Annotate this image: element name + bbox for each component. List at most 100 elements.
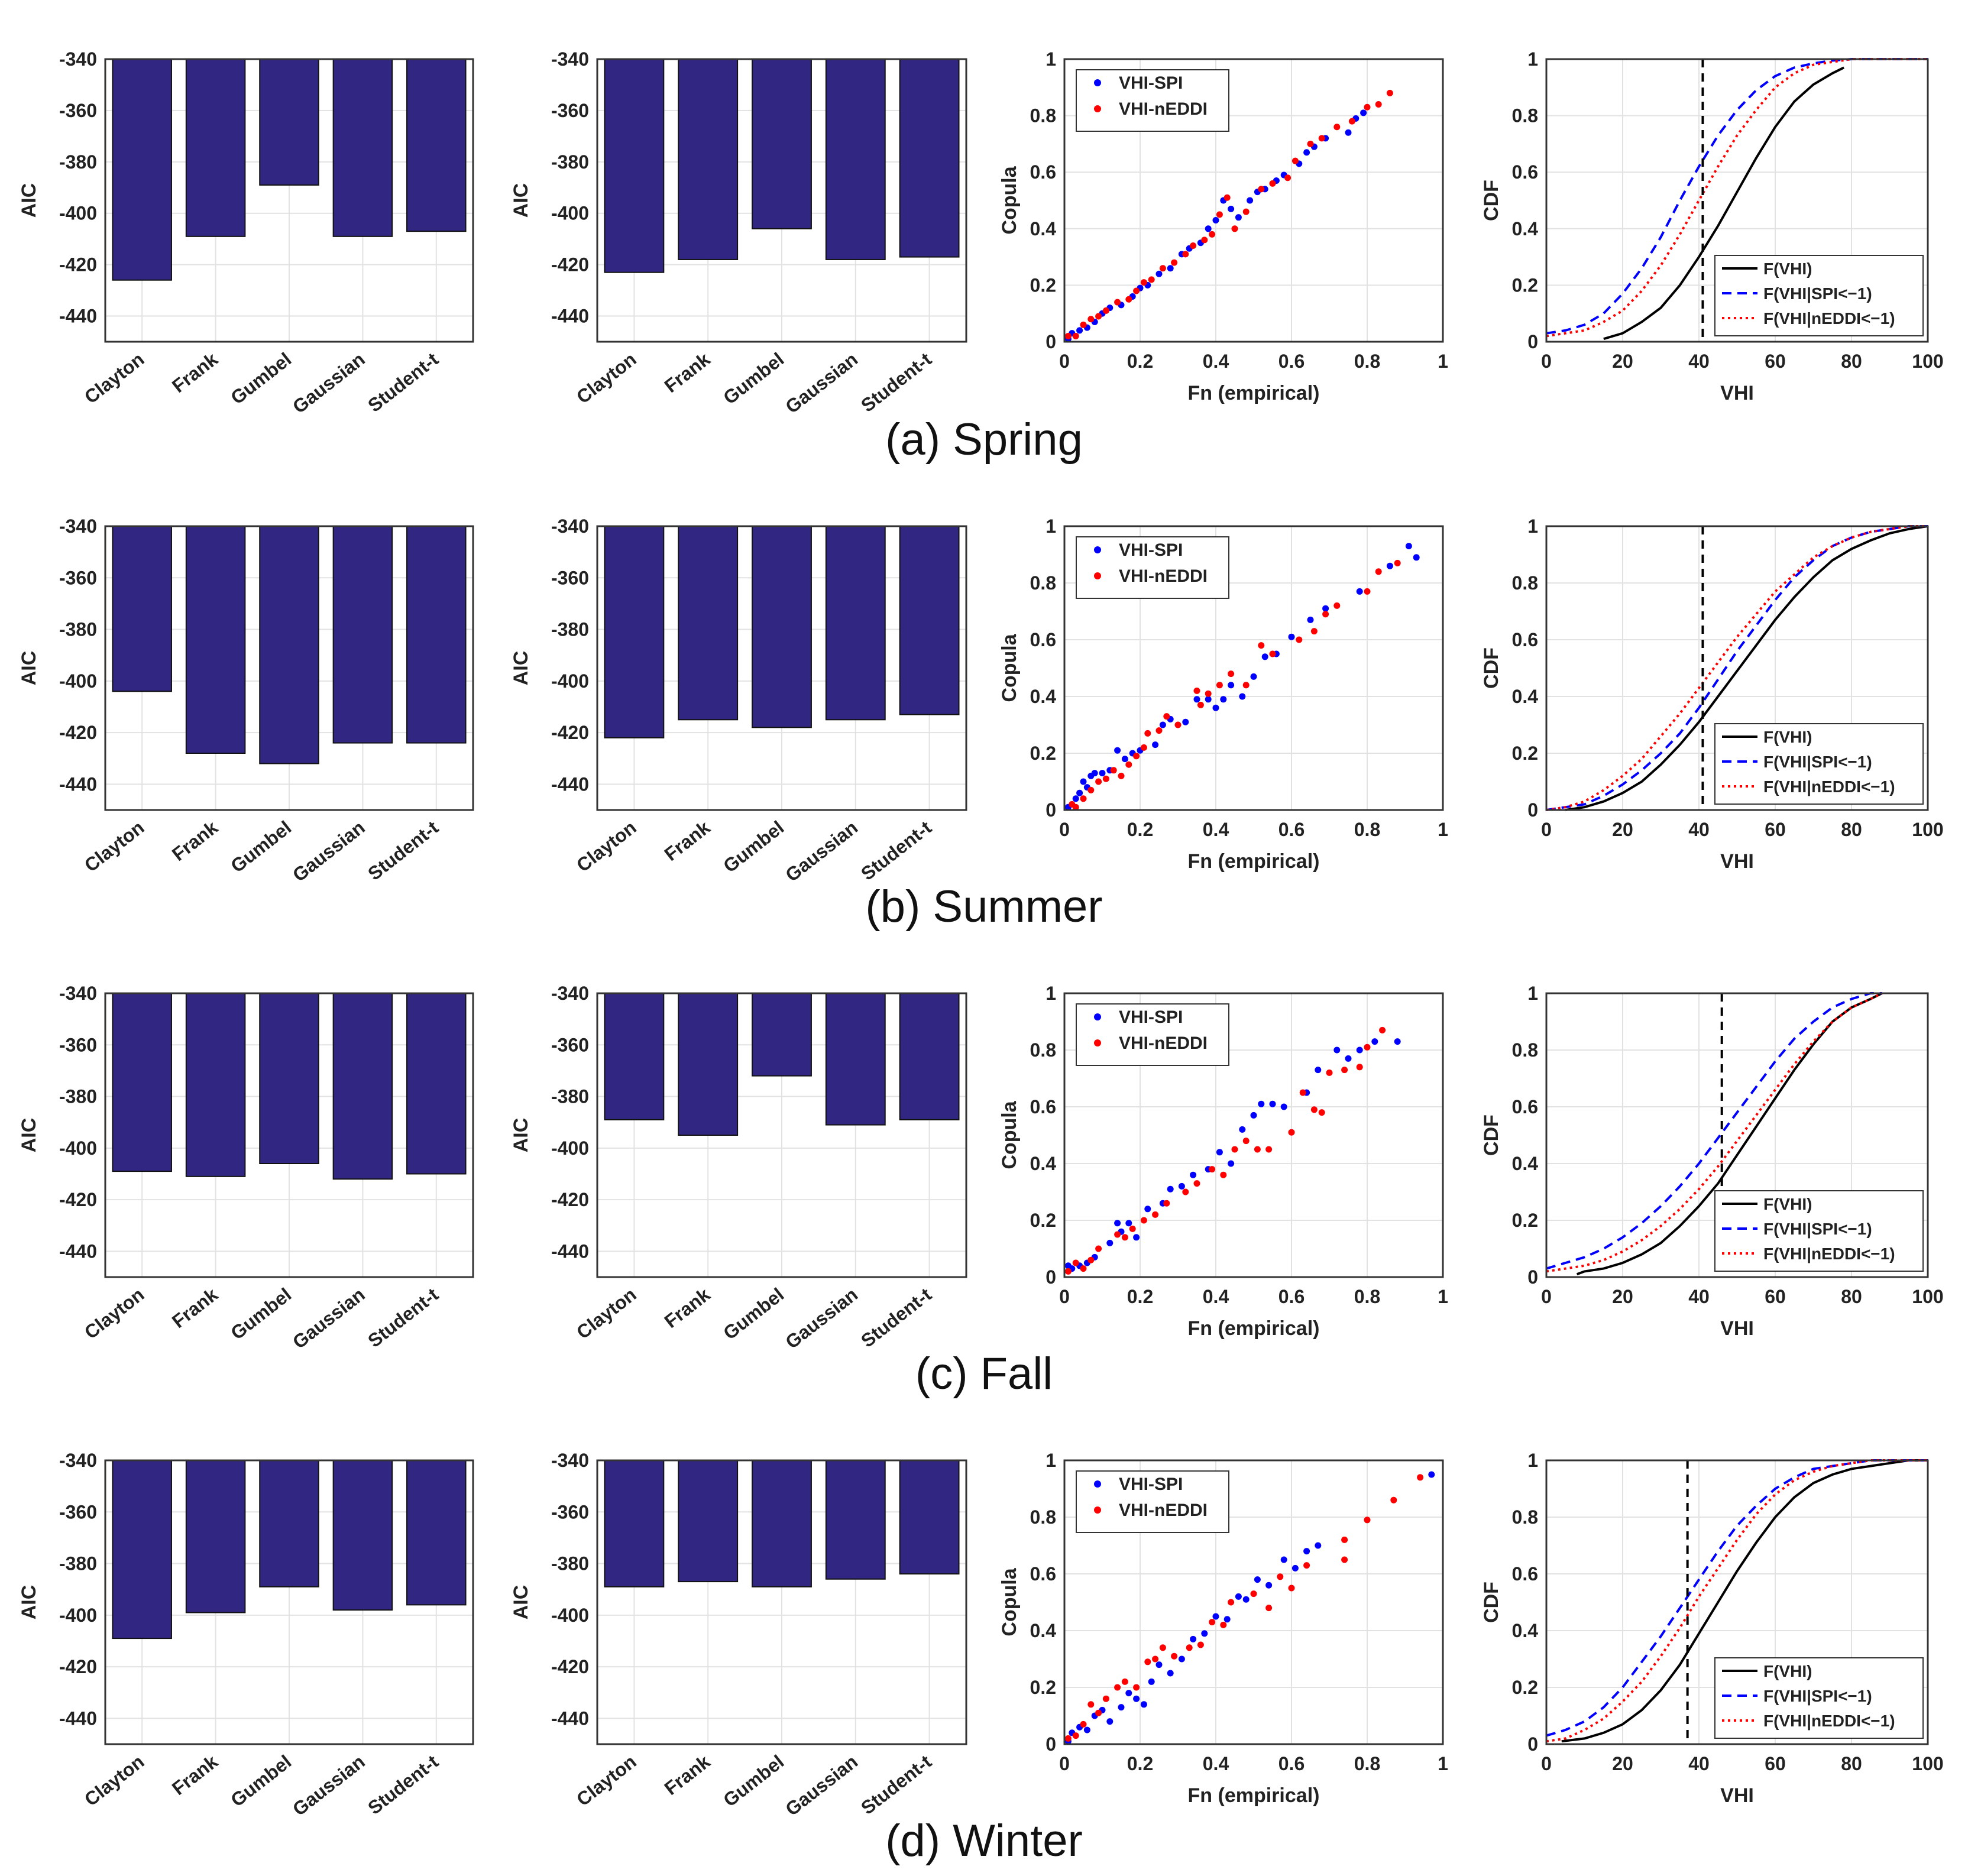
legend-label: F(VHI|nEDDI<−1) — [1763, 309, 1895, 328]
point-eddi — [1269, 650, 1276, 657]
point-eddi — [1223, 194, 1231, 201]
point-eddi — [1072, 332, 1079, 339]
plot-frame — [1063, 992, 1444, 1278]
plot-frame — [1063, 1459, 1444, 1745]
point-spi — [1394, 1038, 1401, 1045]
cdf-line-dotted — [1546, 992, 1883, 1273]
legend-marker — [1094, 572, 1101, 579]
x-tick-label: 0.2 — [1127, 1753, 1153, 1774]
y-tick-label: -380 — [551, 151, 589, 173]
x-tick-label: Gaussian — [289, 1751, 369, 1820]
x-tick-label: Clayton — [572, 348, 640, 408]
y-tick-label: -420 — [551, 722, 589, 743]
y-tick-label: 0.8 — [1512, 1506, 1538, 1528]
cdf-chart-1-3: 0 20 40 60 80 100 0 0.2 0.4 0.6 0.8 1 F(VHI) F(VHI|SP… — [1480, 516, 1944, 873]
x-tick-label: 100 — [1912, 351, 1943, 372]
x-tick-label: Clayton — [80, 1284, 148, 1343]
y-tick-label: -360 — [551, 567, 589, 588]
y-tick-label: -360 — [59, 1034, 97, 1055]
cdf-line-solid — [1565, 525, 1928, 811]
point-spi — [1405, 543, 1412, 550]
y-axis-label: AIC — [510, 183, 532, 218]
point-eddi — [1080, 1265, 1087, 1272]
point-eddi — [1299, 1089, 1306, 1096]
x-tick-label: 0.2 — [1127, 1286, 1153, 1307]
point-eddi — [1394, 559, 1401, 566]
legend-label: F(VHI) — [1763, 1195, 1812, 1213]
y-tick-label: -420 — [59, 1656, 97, 1677]
point-spi — [1106, 1718, 1114, 1725]
legend-marker — [1094, 1013, 1101, 1020]
point-eddi — [1356, 1064, 1363, 1071]
x-tick-label: Gumbel — [719, 348, 788, 409]
x-tick-label: 0.6 — [1278, 819, 1305, 840]
point-spi — [1114, 1220, 1121, 1227]
bar — [604, 526, 665, 738]
x-tick-label: 1 — [1438, 351, 1448, 372]
y-tick-label: 0.4 — [1030, 686, 1057, 707]
y-tick-label: -420 — [59, 254, 97, 276]
point-eddi — [1182, 1188, 1189, 1195]
point-eddi — [1296, 636, 1303, 643]
point-spi — [1076, 789, 1083, 796]
legend-marker — [1094, 105, 1101, 112]
y-tick-label: -380 — [59, 1086, 97, 1107]
legend-marker — [1094, 1506, 1101, 1514]
point-eddi — [1114, 299, 1121, 306]
caption-summer: (b) Summer — [865, 882, 1103, 932]
point-eddi — [1087, 1701, 1095, 1708]
point-spi — [1205, 225, 1212, 232]
plot-frame — [1063, 58, 1444, 343]
point-spi — [1125, 1690, 1132, 1697]
bar — [825, 993, 886, 1126]
bar — [259, 59, 319, 186]
y-tick-label: -380 — [59, 619, 97, 640]
x-tick-label: 20 — [1612, 1286, 1633, 1307]
x-tick-label: 60 — [1765, 819, 1786, 840]
x-tick-label: 80 — [1841, 351, 1862, 372]
point-eddi — [1209, 1166, 1216, 1173]
plot-frame — [104, 1459, 474, 1745]
y-tick-label: 0.8 — [1030, 1506, 1056, 1528]
y-tick-label: -400 — [551, 203, 589, 224]
y-tick-label: 0.8 — [1030, 105, 1056, 127]
bar-chart-0-1: -340 -360 -380 -400 -420 -440 Clayton Frank Gumb… — [510, 48, 967, 417]
caption-winter: (d) Winter — [885, 1816, 1083, 1866]
bar — [332, 1460, 393, 1611]
point-spi — [1220, 696, 1227, 703]
y-tick-label: 0.8 — [1512, 572, 1538, 594]
plot-frame — [104, 525, 474, 811]
point-eddi — [1205, 690, 1212, 697]
bar — [825, 526, 886, 721]
x-tick-label: Clayton — [572, 1751, 640, 1810]
point-eddi — [1064, 1268, 1072, 1275]
point-eddi — [1174, 721, 1182, 728]
x-tick-label: 0 — [1541, 1286, 1552, 1307]
point-spi — [1091, 770, 1098, 777]
x-tick-label: Frank — [168, 1751, 222, 1799]
y-tick-label: 0 — [1046, 1266, 1056, 1288]
y-tick-label: 0.6 — [1030, 161, 1056, 183]
x-tick-label: 0.4 — [1203, 351, 1229, 372]
bar — [899, 526, 960, 715]
point-eddi — [1307, 140, 1314, 147]
y-tick-label: 0.2 — [1512, 1210, 1538, 1231]
x-tick-label: 0.8 — [1354, 819, 1380, 840]
point-eddi — [1133, 1684, 1140, 1691]
point-eddi — [1186, 1644, 1193, 1651]
y-axis-label: AIC — [510, 1118, 532, 1153]
x-tick-label: 0.4 — [1203, 1753, 1229, 1774]
y-tick-label: -400 — [551, 670, 589, 692]
point-eddi — [1140, 744, 1147, 751]
point-spi — [1099, 770, 1106, 777]
x-tick-label: 0 — [1059, 1753, 1070, 1774]
bar — [259, 993, 319, 1164]
legend-label: VHI-SPI — [1119, 540, 1183, 560]
point-eddi — [1072, 1732, 1079, 1739]
x-tick-label: 40 — [1688, 1753, 1710, 1774]
point-eddi — [1318, 135, 1325, 142]
point-spi — [1223, 1616, 1231, 1623]
cdf-line-dashed — [1546, 58, 1928, 335]
y-tick-label: -440 — [59, 1240, 97, 1262]
y-tick-label: -420 — [551, 254, 589, 276]
